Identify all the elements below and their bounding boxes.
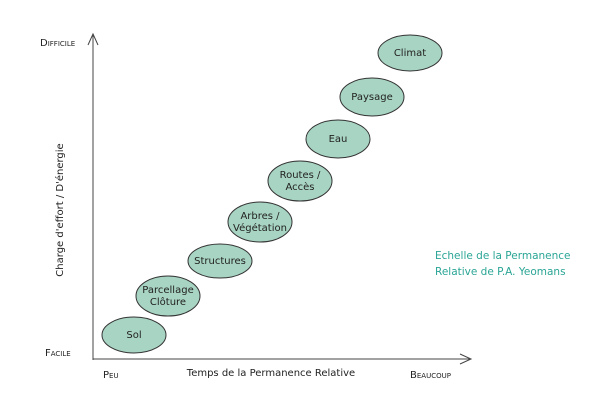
node-ellipse: [187, 243, 253, 279]
node-ellipse: [227, 201, 293, 243]
node-label: Clôture: [150, 296, 186, 308]
node-label: Végétation: [233, 222, 287, 234]
node-label: Routes /: [280, 170, 321, 181]
node-ellipse: [305, 119, 371, 159]
node-ellipse: [339, 77, 405, 117]
node-label: Structures: [194, 256, 246, 267]
node-label: Accès: [285, 181, 314, 193]
y-title: Charge d'effort / D'énergie: [54, 143, 66, 276]
node-ellipse: [101, 316, 167, 354]
x-right-label: Beaucoup: [410, 370, 451, 381]
node-ellipse: [267, 160, 333, 202]
node-label: Sol: [126, 330, 141, 341]
x-title: Temps de la Permanence Relative: [186, 368, 355, 379]
node-label: Paysage: [351, 92, 392, 103]
node-ellipse: [135, 275, 201, 317]
y-bottom-label: Facile: [45, 348, 71, 359]
node-label: Eau: [329, 134, 348, 145]
y-top-label: Difficile: [40, 38, 75, 49]
node-ellipse: [377, 34, 443, 72]
caption-line: Echelle de la Permanence: [435, 250, 571, 262]
node-label: Climat: [394, 48, 426, 59]
x-arrow: [459, 353, 473, 365]
y-arrow: [87, 32, 99, 46]
x-left-label: Peu: [103, 370, 119, 381]
node-label: Arbres /: [240, 211, 280, 222]
caption-line: Relative de P.A. Yeomans: [435, 266, 566, 278]
node-label: Parcellage: [142, 285, 193, 296]
